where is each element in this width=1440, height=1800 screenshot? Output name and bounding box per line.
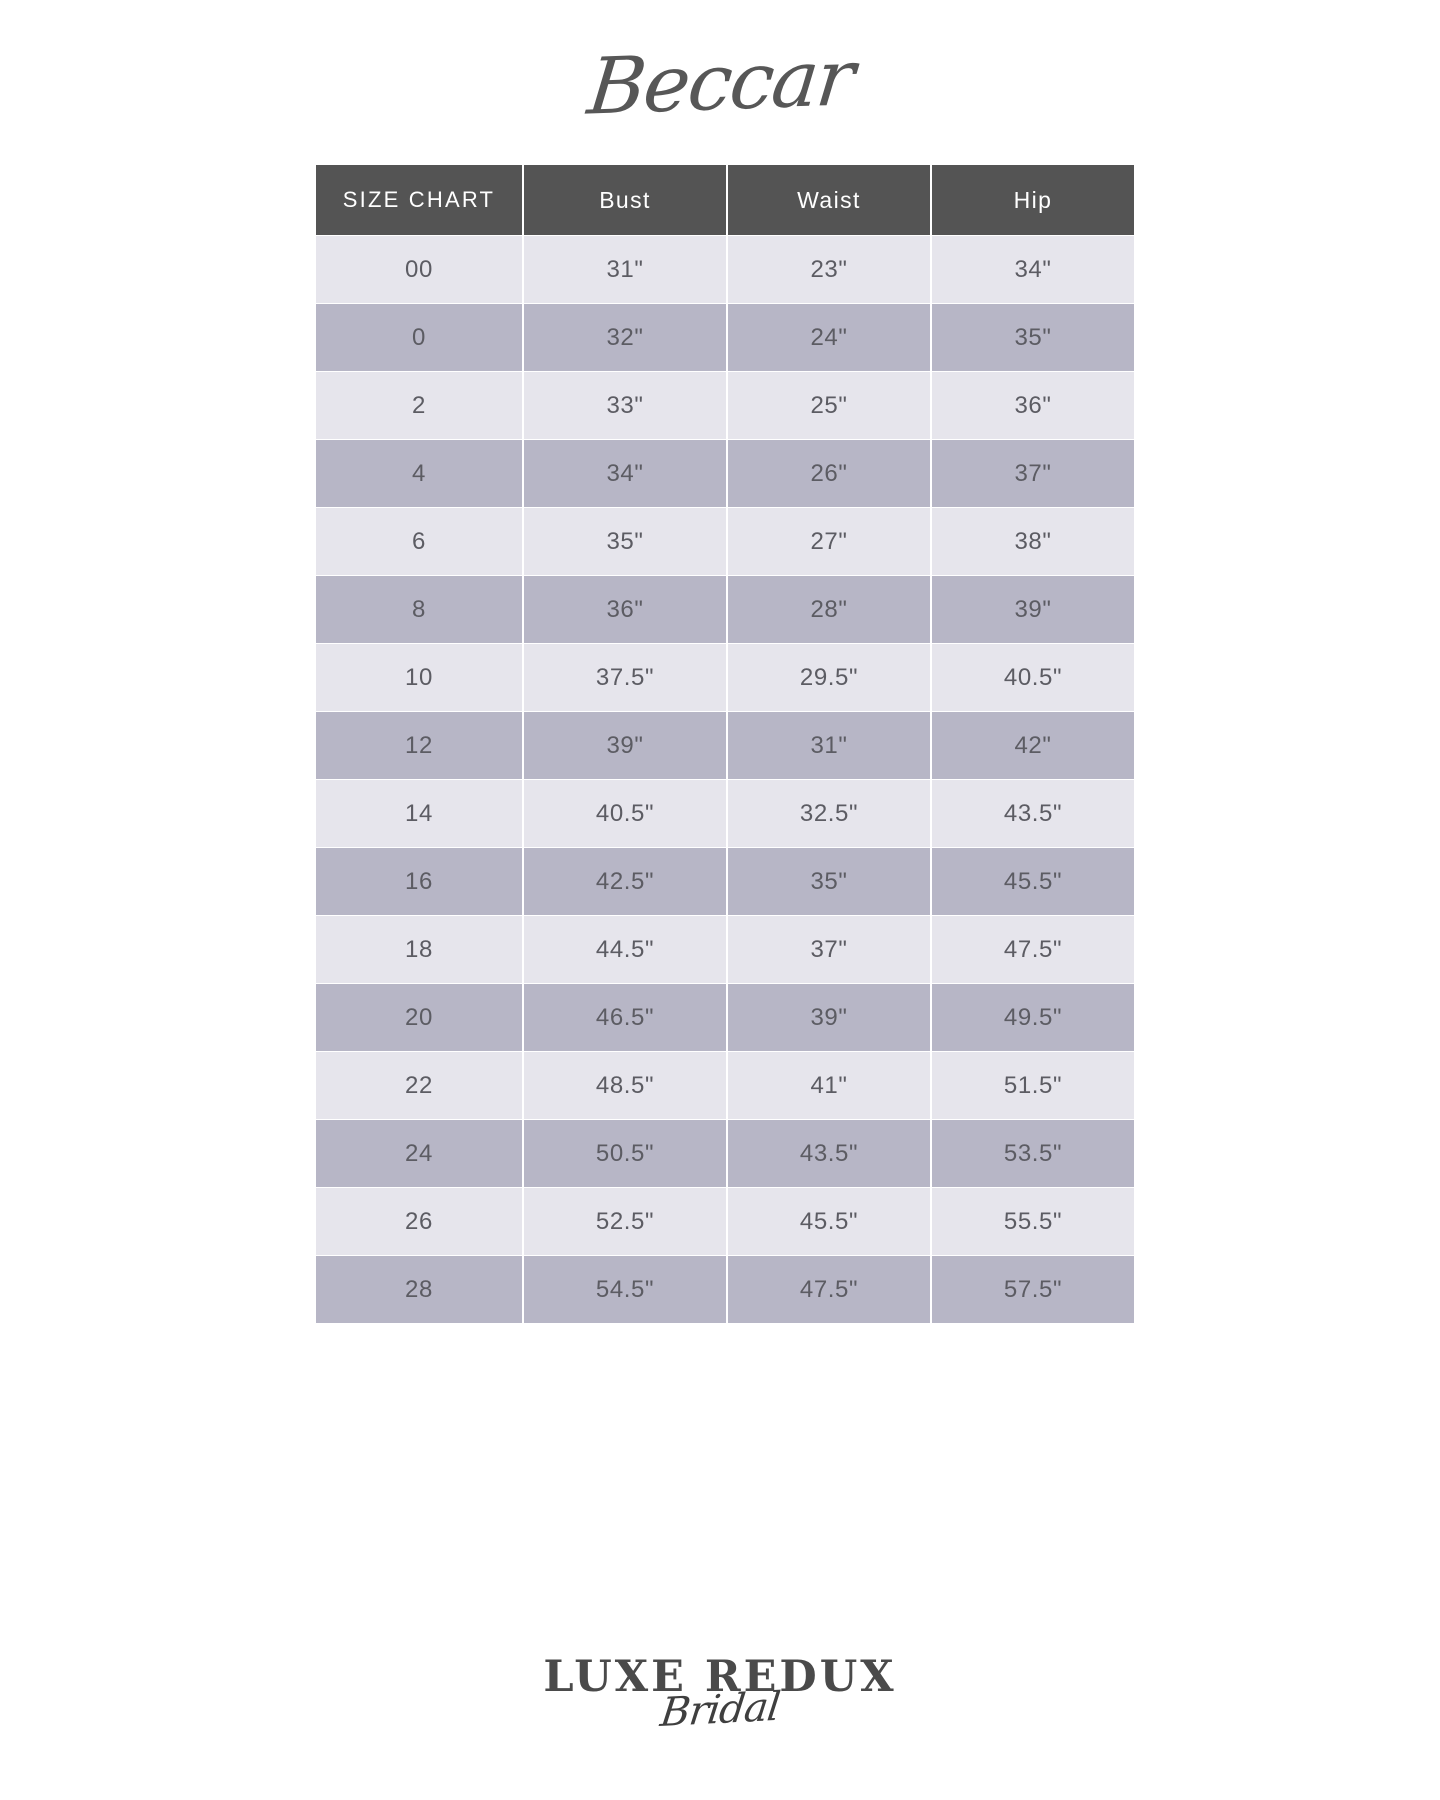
- brand-logo: Beccar: [583, 33, 857, 133]
- cell-waist: 45.5": [728, 1188, 930, 1255]
- cell-size: 0: [316, 304, 522, 371]
- table-row: 00 31" 23" 34": [316, 236, 1134, 303]
- cell-waist: 43.5": [728, 1120, 930, 1187]
- cell-waist: 32.5": [728, 780, 930, 847]
- cell-bust: 50.5": [524, 1120, 726, 1187]
- footer-logo: LUXE REDUX Bridal: [510, 1656, 930, 1748]
- cell-waist: 25": [728, 372, 930, 439]
- table-row: 10 37.5" 29.5" 40.5": [316, 644, 1134, 711]
- cell-hip: 45.5": [932, 848, 1134, 915]
- cell-bust: 42.5": [524, 848, 726, 915]
- cell-bust: 39": [524, 712, 726, 779]
- cell-waist: 35": [728, 848, 930, 915]
- cell-hip: 43.5": [932, 780, 1134, 847]
- cell-bust: 48.5": [524, 1052, 726, 1119]
- cell-size: 10: [316, 644, 522, 711]
- cell-hip: 51.5": [932, 1052, 1134, 1119]
- cell-bust: 34": [524, 440, 726, 507]
- cell-waist: 41": [728, 1052, 930, 1119]
- brand-header: Beccar: [0, 0, 1440, 160]
- cell-waist: 39": [728, 984, 930, 1051]
- cell-hip: 36": [932, 372, 1134, 439]
- cell-size: 6: [316, 508, 522, 575]
- cell-hip: 53.5": [932, 1120, 1134, 1187]
- table-header: SIZE CHART Bust Waist Hip: [316, 165, 1134, 235]
- cell-size: 26: [316, 1188, 522, 1255]
- cell-bust: 44.5": [524, 916, 726, 983]
- table-row: 12 39" 31" 42": [316, 712, 1134, 779]
- cell-waist: 28": [728, 576, 930, 643]
- cell-hip: 37": [932, 440, 1134, 507]
- cell-size: 4: [316, 440, 522, 507]
- cell-hip: 47.5": [932, 916, 1134, 983]
- cell-size: 14: [316, 780, 522, 847]
- table-row: 8 36" 28" 39": [316, 576, 1134, 643]
- size-chart-table: SIZE CHART Bust Waist Hip 00 31" 23" 34" 0 32…: [314, 164, 1136, 1324]
- cell-hip: 38": [932, 508, 1134, 575]
- cell-size: 00: [316, 236, 522, 303]
- column-header-bust: Bust: [524, 165, 726, 235]
- cell-waist: 29.5": [728, 644, 930, 711]
- cell-waist: 31": [728, 712, 930, 779]
- table-row: 28 54.5" 47.5" 57.5": [316, 1256, 1134, 1323]
- cell-waist: 47.5": [728, 1256, 930, 1323]
- cell-bust: 35": [524, 508, 726, 575]
- cell-waist: 37": [728, 916, 930, 983]
- footer-logo-main: LUXE REDUX: [543, 1652, 897, 1702]
- cell-hip: 39": [932, 576, 1134, 643]
- cell-size: 24: [316, 1120, 522, 1187]
- cell-bust: 46.5": [524, 984, 726, 1051]
- cell-size: 16: [316, 848, 522, 915]
- cell-bust: 54.5": [524, 1256, 726, 1323]
- table-row: 2 33" 25" 36": [316, 372, 1134, 439]
- table-row: 22 48.5" 41" 51.5": [316, 1052, 1134, 1119]
- column-header-waist: Waist: [728, 165, 930, 235]
- cell-waist: 26": [728, 440, 930, 507]
- table-row: 18 44.5" 37" 47.5": [316, 916, 1134, 983]
- table-row: 16 42.5" 35" 45.5": [316, 848, 1134, 915]
- cell-bust: 31": [524, 236, 726, 303]
- cell-hip: 35": [932, 304, 1134, 371]
- table-row: 14 40.5" 32.5" 43.5": [316, 780, 1134, 847]
- footer: LUXE REDUX Bridal: [0, 1656, 1440, 1748]
- cell-hip: 34": [932, 236, 1134, 303]
- header-row: SIZE CHART Bust Waist Hip: [316, 165, 1134, 235]
- cell-size: 22: [316, 1052, 522, 1119]
- cell-bust: 37.5": [524, 644, 726, 711]
- cell-waist: 24": [728, 304, 930, 371]
- cell-hip: 40.5": [932, 644, 1134, 711]
- table-row: 24 50.5" 43.5" 53.5": [316, 1120, 1134, 1187]
- cell-bust: 32": [524, 304, 726, 371]
- cell-bust: 33": [524, 372, 726, 439]
- column-header-size: SIZE CHART: [316, 165, 522, 235]
- cell-bust: 36": [524, 576, 726, 643]
- cell-size: 8: [316, 576, 522, 643]
- cell-waist: 27": [728, 508, 930, 575]
- table-body: 00 31" 23" 34" 0 32" 24" 35" 2 33" 25" 36" 4 34" 26" 37…: [316, 236, 1134, 1323]
- cell-size: 2: [316, 372, 522, 439]
- cell-hip: 55.5": [932, 1188, 1134, 1255]
- cell-hip: 57.5": [932, 1256, 1134, 1323]
- cell-bust: 52.5": [524, 1188, 726, 1255]
- table-row: 26 52.5" 45.5" 55.5": [316, 1188, 1134, 1255]
- table-row: 4 34" 26" 37": [316, 440, 1134, 507]
- cell-size: 12: [316, 712, 522, 779]
- cell-waist: 23": [728, 236, 930, 303]
- table-row: 6 35" 27" 38": [316, 508, 1134, 575]
- cell-hip: 42": [932, 712, 1134, 779]
- column-header-hip: Hip: [932, 165, 1134, 235]
- cell-size: 18: [316, 916, 522, 983]
- table-row: 0 32" 24" 35": [316, 304, 1134, 371]
- cell-hip: 49.5": [932, 984, 1134, 1051]
- size-chart-container: SIZE CHART Bust Waist Hip 00 31" 23" 34" 0 32…: [314, 164, 1134, 1324]
- table-row: 20 46.5" 39" 49.5": [316, 984, 1134, 1051]
- cell-bust: 40.5": [524, 780, 726, 847]
- cell-size: 20: [316, 984, 522, 1051]
- cell-size: 28: [316, 1256, 522, 1323]
